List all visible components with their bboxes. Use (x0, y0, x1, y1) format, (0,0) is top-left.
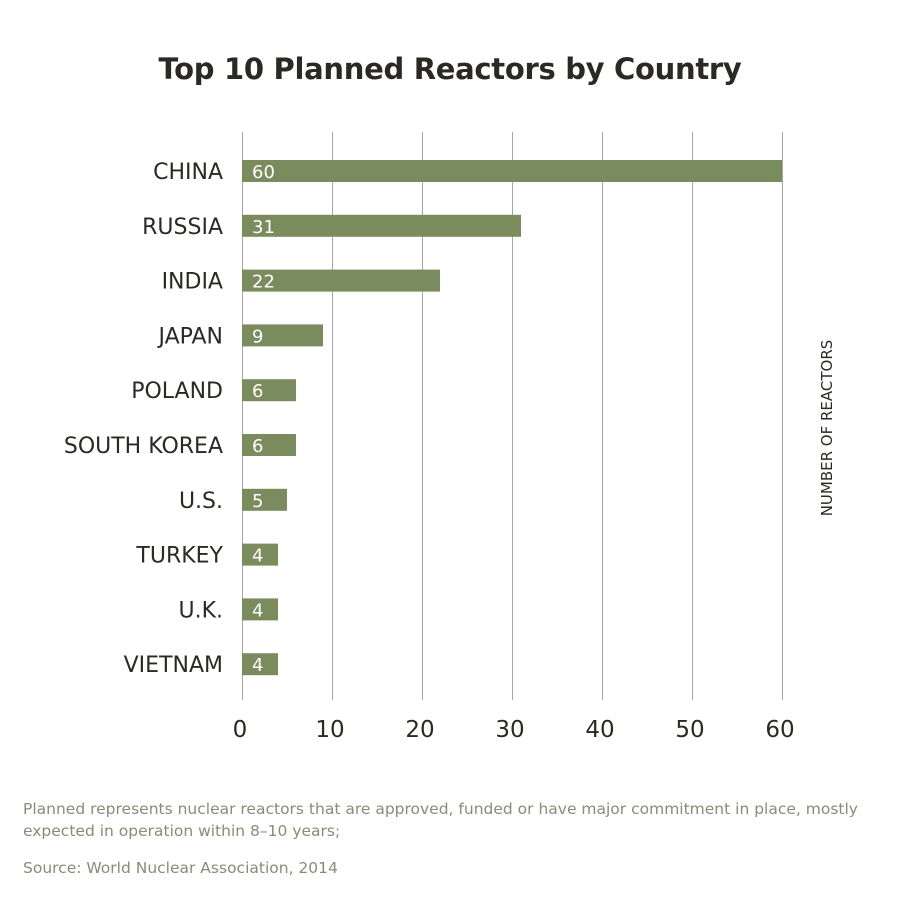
bar-value-label: 5 (252, 491, 263, 512)
bar-value-label: 6 (252, 436, 263, 457)
bar-value-label: 4 (252, 655, 263, 676)
bar (242, 653, 278, 676)
y-axis-title: NUMBER OF REACTORS (818, 340, 836, 517)
bar-value-label: 31 (252, 217, 275, 238)
x-tick-label: 10 (315, 717, 344, 743)
x-tick-label: 40 (585, 717, 614, 743)
category-label: SOUTH KOREA (64, 434, 223, 459)
category-label: INDIA (162, 270, 223, 295)
bar (242, 434, 296, 456)
x-tick-label: 0 (233, 717, 248, 743)
category-label: VIETNAM (124, 653, 223, 678)
bar-value-label: 4 (252, 546, 263, 567)
chart-title: Top 10 Planned Reactors by Country (158, 52, 742, 86)
bar (242, 214, 521, 237)
bar (242, 598, 278, 621)
x-tick-label: 30 (495, 717, 524, 743)
bar (242, 324, 323, 347)
category-label: RUSSIA (142, 215, 223, 240)
category-label: CHINA (153, 160, 223, 185)
category-label: U.S. (179, 489, 223, 514)
category-label: U.K. (178, 598, 223, 623)
category-labels: CHINA RUSSIA INDIA JAPAN POLAND SOUTH KOREA U.… (64, 160, 224, 678)
bar (242, 543, 278, 566)
bar-value-label: 60 (252, 162, 275, 183)
x-tick-label: 60 (765, 717, 794, 743)
bar-value-labels: 60 31 22 9 6 6 5 4 4 4 (252, 162, 275, 676)
x-tick-label: 20 (405, 717, 434, 743)
category-label: TURKEY (135, 544, 223, 569)
footnote: Planned represents nuclear reactors that… (23, 800, 858, 840)
bar (242, 379, 296, 402)
bar-value-label: 9 (252, 326, 263, 347)
category-label: JAPAN (156, 324, 223, 349)
bars (242, 160, 782, 676)
x-tick-label: 50 (675, 717, 704, 743)
bar (242, 269, 440, 292)
bar-value-label: 22 (252, 272, 275, 293)
bar (242, 488, 287, 511)
x-tick-labels: 0 10 20 30 40 50 60 (233, 717, 795, 743)
bar (242, 160, 782, 182)
bar-value-label: 4 (252, 600, 263, 621)
bar-value-label: 6 (252, 381, 263, 402)
source-note: Source: World Nuclear Association, 2014 (23, 859, 338, 877)
category-label: POLAND (131, 379, 223, 404)
